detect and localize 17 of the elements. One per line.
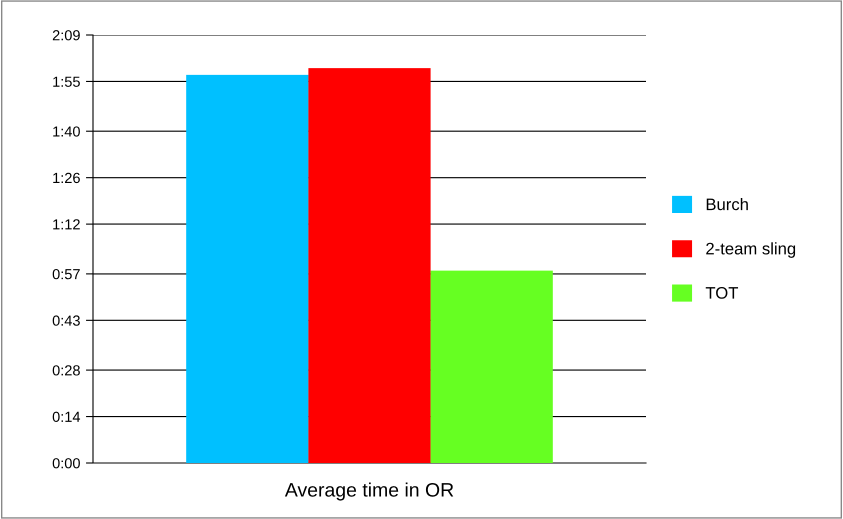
y-tick-label: 1:26 bbox=[53, 172, 80, 184]
bar bbox=[186, 74, 308, 463]
y-tick-label: 0:14 bbox=[52, 412, 80, 422]
y-tick-label: 0:43 bbox=[52, 315, 80, 326]
y-tick-label: 1:12 bbox=[53, 219, 80, 230]
y-tick-label: 1:55 bbox=[53, 76, 80, 87]
y-tick-label: 1:40 bbox=[53, 126, 80, 137]
y-tick-label: 0:57 bbox=[52, 268, 80, 280]
x-tick-label: Average time in OR bbox=[284, 482, 454, 501]
legend-label: 2-team sling bbox=[706, 242, 796, 258]
y-tick-label: 0:28 bbox=[52, 365, 80, 376]
legend-label: Burch bbox=[706, 198, 748, 210]
bar bbox=[308, 68, 431, 463]
bar bbox=[430, 270, 553, 463]
legend-label: TOT bbox=[706, 287, 738, 299]
y-tick-label: 2:09 bbox=[52, 30, 80, 40]
y-tick-label: 0:00 bbox=[52, 458, 80, 468]
